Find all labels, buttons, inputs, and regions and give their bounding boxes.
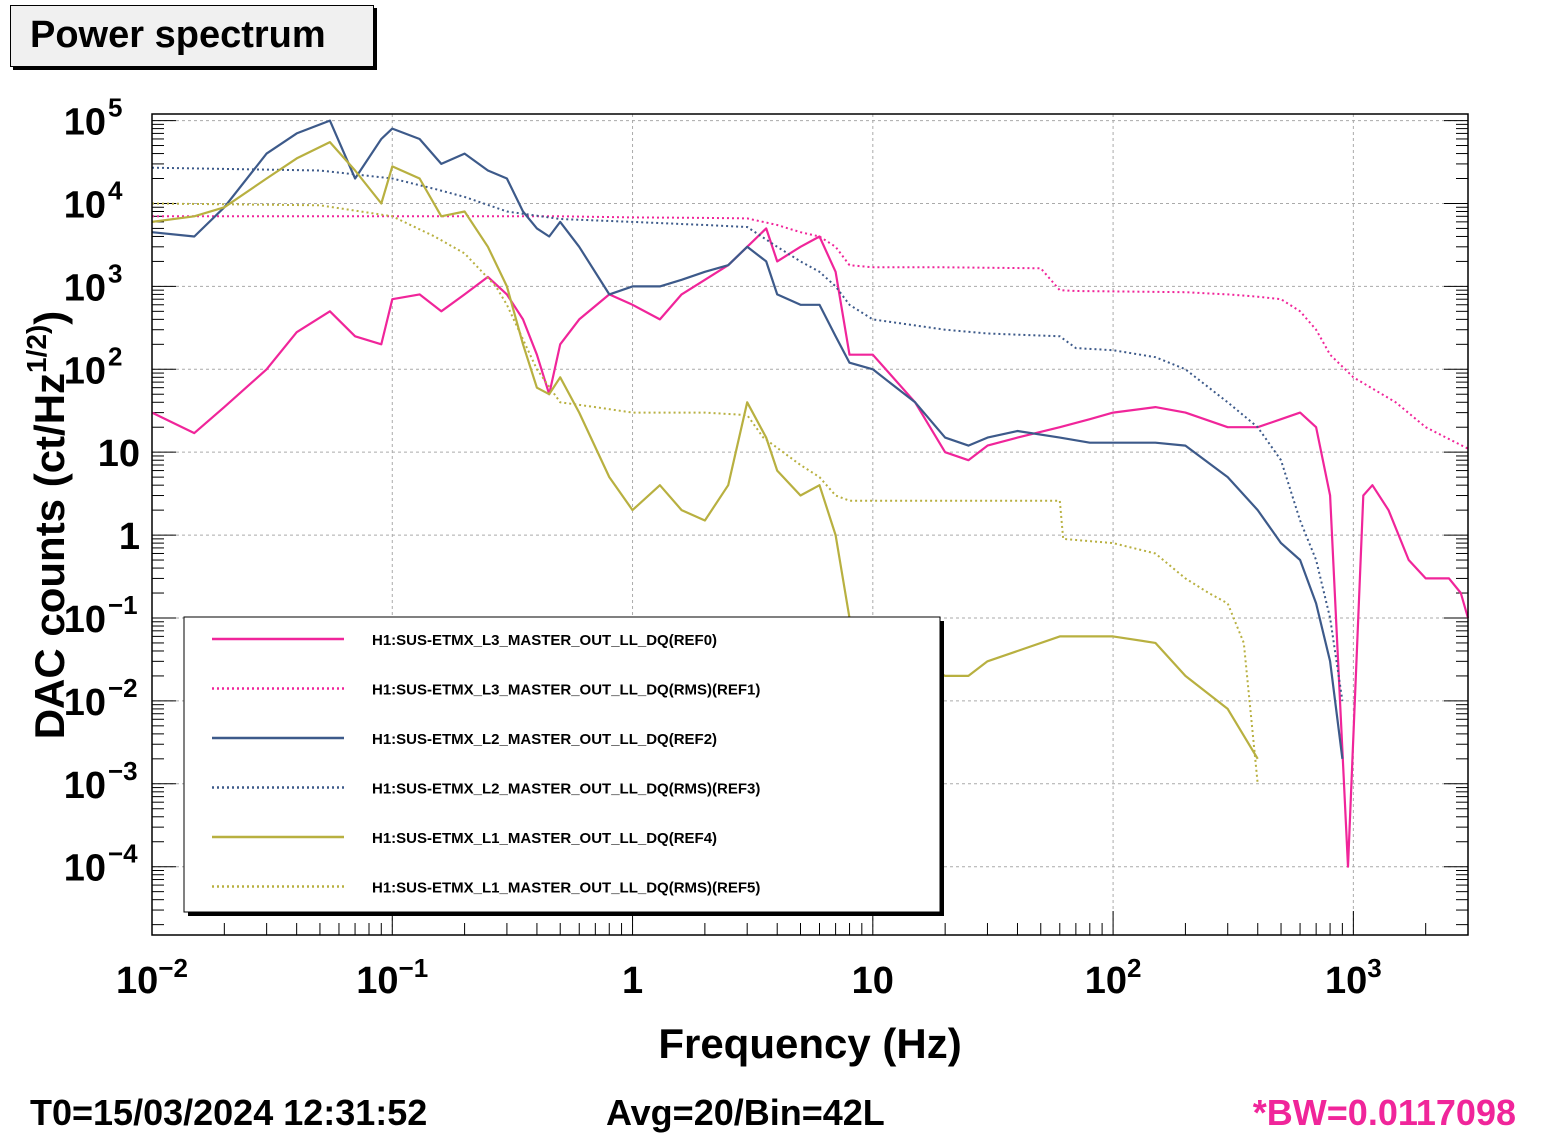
legend-label: H1:SUS-ETMX_L3_MASTER_OUT_LL_DQ(REF0) [372,632,717,649]
legend-label: H1:SUS-ETMX_L2_MASTER_OUT_LL_DQ(REF2) [372,731,717,748]
legend: H1:SUS-ETMX_L3_MASTER_OUT_LL_DQ(REF0) H1:… [183,616,944,916]
y-tick-label: 10 [64,267,106,309]
plot-frame [151,113,1469,936]
y-axis-label: DAC counts (ct/Hz1/2)) [21,311,73,740]
series-line-1 [152,215,1469,450]
y-tick-exponent: −3 [108,756,138,786]
y-tick-label: 10 [64,599,106,641]
y-tick-label: 10 [64,102,106,144]
legend-label: H1:SUS-ETMX_L3_MASTER_OUT_LL_DQ(RMS)(REF… [372,682,760,699]
chart-title-box: Power spectrum [10,5,374,67]
x-tick-label: 10−1 [356,953,428,1002]
averaging-info: Avg=20/Bin=42L [606,1092,885,1133]
legend-label: H1:SUS-ETMX_L1_MASTER_OUT_LL_DQ(REF4) [372,830,717,847]
series-line-0 [151,227,1470,868]
y-tick-exponent: 5 [108,93,122,123]
minor-ticks [151,120,1469,935]
y-tick-exponent: −2 [108,673,138,703]
legend-label: H1:SUS-ETMX_L2_MASTER_OUT_LL_DQ(RMS)(REF… [372,781,760,798]
x-tick-label: 103 [1325,953,1382,1002]
x-tick-label: 10 [852,960,894,1002]
y-tick-label: 10 [64,682,106,724]
y-tick-label: 10 [64,848,106,890]
series-line-4 [151,141,1259,760]
x-tick-label: 10−2 [116,953,188,1002]
x-tick-label: 102 [1085,953,1142,1002]
y-tick-label: 10 [64,350,106,392]
legend-label: H1:SUS-ETMX_L1_MASTER_OUT_LL_DQ(RMS)(REF… [372,880,760,897]
y-tick-label: 10 [64,184,106,226]
t0-timestamp: T0=15/03/2024 12:31:52 [30,1092,428,1133]
legend-box [183,616,941,913]
y-tick-label: 10 [64,765,106,807]
x-axis-label: Frequency (Hz) [658,1020,961,1067]
y-tick-exponent: 3 [108,258,122,288]
series-lines [151,119,1470,868]
y-tick-exponent: −1 [108,590,138,620]
x-tick-label: 1 [622,960,643,1002]
y-tick-label: 1 [119,516,140,558]
y-tick-exponent: 4 [108,175,123,205]
series-line-2 [151,119,1344,759]
chart-title: Power spectrum [30,14,326,56]
y-tick-exponent: −4 [108,839,138,869]
y-tick-label: 10 [98,433,140,475]
bandwidth-info: *BW=0.0117098 [1252,1092,1516,1133]
y-tick-exponent: 2 [108,341,122,371]
